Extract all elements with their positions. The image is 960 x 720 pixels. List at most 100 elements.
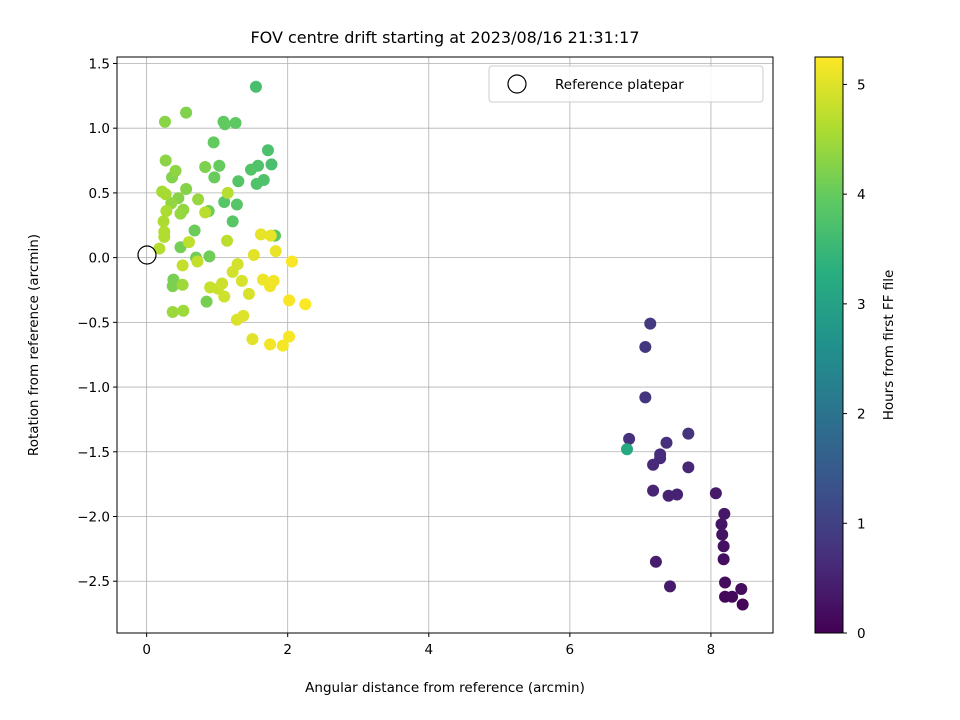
data-point bbox=[218, 195, 231, 208]
data-point bbox=[153, 242, 166, 255]
data-point bbox=[158, 115, 171, 128]
data-point bbox=[620, 443, 633, 456]
data-point bbox=[160, 205, 173, 218]
data-point bbox=[218, 118, 231, 131]
y-tick-label: 0.0 bbox=[89, 251, 110, 267]
data-point bbox=[203, 250, 216, 263]
data-point bbox=[177, 304, 190, 317]
data-point bbox=[623, 432, 636, 445]
data-point bbox=[682, 461, 695, 474]
data-point bbox=[216, 277, 229, 290]
data-point bbox=[283, 294, 296, 307]
data-point bbox=[299, 298, 312, 311]
data-point bbox=[726, 590, 739, 603]
data-point bbox=[231, 258, 244, 271]
data-point bbox=[682, 427, 695, 440]
data-point bbox=[158, 230, 171, 243]
data-point bbox=[246, 333, 259, 346]
data-point bbox=[180, 183, 193, 196]
data-point bbox=[276, 339, 289, 352]
reference-platepar-marker bbox=[137, 245, 157, 265]
data-point bbox=[207, 136, 220, 149]
data-point bbox=[208, 171, 221, 184]
data-point bbox=[188, 224, 201, 237]
data-point bbox=[232, 175, 245, 188]
x-tick-label: 4 bbox=[424, 642, 433, 658]
data-point bbox=[230, 198, 243, 211]
y-axis-label: Rotation from reference (arcmin) bbox=[26, 234, 42, 456]
data-point bbox=[159, 188, 172, 201]
data-point bbox=[647, 484, 660, 497]
colorbar-tick-label: 5 bbox=[857, 77, 866, 93]
data-point bbox=[237, 309, 250, 322]
data-point bbox=[249, 80, 262, 93]
y-tick-label: 1.5 bbox=[89, 56, 110, 72]
x-axis: 0 2 4 6 8 bbox=[142, 633, 715, 658]
x-tick-label: 8 bbox=[707, 642, 716, 658]
data-point bbox=[735, 582, 748, 595]
data-point bbox=[192, 193, 205, 206]
data-point bbox=[649, 555, 662, 568]
data-point bbox=[639, 391, 652, 404]
data-point bbox=[639, 340, 652, 353]
data-point bbox=[261, 144, 274, 157]
colorbar-tick-label: 1 bbox=[857, 516, 866, 532]
y-tick-label: −2.0 bbox=[77, 510, 110, 526]
data-point bbox=[267, 274, 280, 287]
data-point bbox=[719, 576, 732, 589]
data-point bbox=[285, 255, 298, 268]
y-tick-label: 0.5 bbox=[89, 186, 110, 202]
data-point bbox=[176, 259, 189, 272]
data-point bbox=[254, 228, 267, 241]
data-point bbox=[245, 163, 258, 176]
data-point bbox=[664, 580, 677, 593]
colorbar-tick-label: 4 bbox=[857, 187, 866, 203]
colorbar: 0 1 2 3 4 5 Hours from first FF file bbox=[814, 56, 897, 642]
data-point bbox=[229, 117, 242, 130]
data-point bbox=[265, 158, 278, 171]
data-point bbox=[176, 278, 189, 291]
data-point bbox=[247, 249, 260, 262]
plot-frame bbox=[116, 56, 774, 634]
chart-title: FOV centre drift starting at 2023/08/16 … bbox=[250, 28, 639, 47]
data-point bbox=[269, 245, 282, 258]
data-point bbox=[199, 161, 212, 174]
data-point bbox=[166, 305, 179, 318]
y-tick-label: −1.0 bbox=[77, 380, 110, 396]
data-point bbox=[250, 177, 263, 190]
colorbar-tick-label: 2 bbox=[857, 407, 866, 423]
legend-box bbox=[488, 65, 764, 103]
colorbar-gradient bbox=[814, 56, 844, 634]
data-point bbox=[283, 330, 296, 343]
data-point bbox=[264, 229, 277, 242]
data-point bbox=[716, 528, 729, 541]
y-tick-label: 1.0 bbox=[89, 121, 110, 137]
data-point bbox=[717, 553, 730, 566]
data-points bbox=[153, 80, 749, 611]
y-tick-label: −1.5 bbox=[77, 445, 110, 461]
data-point bbox=[199, 206, 212, 219]
data-point bbox=[166, 280, 179, 293]
data-point bbox=[174, 207, 187, 220]
legend-entry-label: Reference platepar bbox=[555, 77, 684, 93]
data-point bbox=[715, 518, 728, 531]
x-tick-label: 6 bbox=[566, 642, 575, 658]
x-axis-label: Angular distance from reference (arcmin) bbox=[305, 680, 585, 696]
data-point bbox=[191, 255, 204, 268]
colorbar-tick-label: 0 bbox=[857, 626, 866, 642]
data-point bbox=[180, 106, 193, 119]
data-point bbox=[221, 186, 234, 199]
data-point bbox=[264, 338, 277, 351]
data-point bbox=[169, 164, 182, 177]
data-point bbox=[182, 236, 195, 249]
data-point bbox=[157, 215, 170, 228]
data-point bbox=[213, 159, 226, 172]
data-point bbox=[709, 487, 722, 500]
data-point bbox=[671, 488, 684, 501]
colorbar-tick-label: 3 bbox=[857, 297, 866, 313]
data-point bbox=[644, 317, 657, 330]
y-tick-label: −2.5 bbox=[77, 574, 110, 590]
data-point bbox=[200, 295, 213, 308]
data-point bbox=[159, 154, 172, 167]
